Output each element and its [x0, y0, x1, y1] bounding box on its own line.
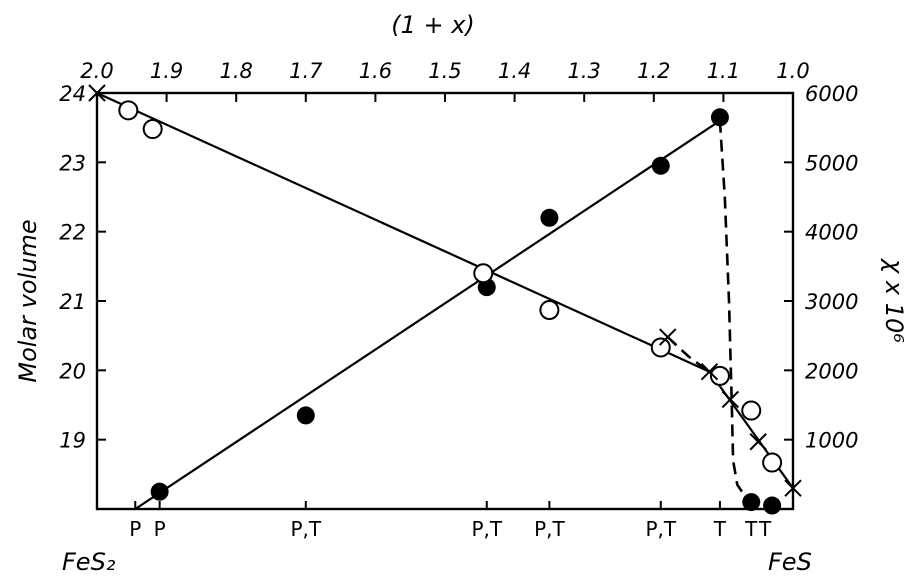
susceptibility-point — [651, 156, 670, 175]
right-tick-label: 3000 — [805, 290, 858, 314]
molar-volume-point — [650, 337, 671, 358]
molar-volume-point — [142, 119, 163, 140]
susceptibility-point — [710, 108, 729, 127]
fit-line — [96, 91, 710, 373]
cross-stroke — [784, 479, 802, 497]
top-tick-label: 2.0 — [80, 59, 113, 83]
cross-point — [659, 328, 677, 346]
lines-layer — [96, 91, 794, 510]
left-axis-title: Molar volume — [14, 219, 42, 382]
right-axis-title: χ x 10⁶ — [880, 257, 908, 343]
cross-stroke — [659, 328, 677, 346]
cross-stroke — [749, 433, 767, 451]
cross-point — [88, 84, 106, 102]
phase-label: P,T — [290, 517, 321, 541]
left-tick-label: 21 — [59, 290, 86, 314]
plot-frame — [95, 91, 795, 511]
top-axis-title: (1 + x) — [391, 11, 475, 39]
top-tick-label: 1.9 — [150, 59, 183, 83]
phase-label: P — [129, 517, 141, 541]
left-tick-label: 19 — [59, 429, 86, 453]
cross-point — [784, 479, 802, 497]
top-tick-label: 1.7 — [289, 59, 323, 83]
phase-label: T — [713, 517, 727, 541]
phase-label: T — [744, 517, 758, 541]
phase-label: P,T — [471, 517, 502, 541]
phase-label: P,T — [534, 517, 565, 541]
marks-layer — [88, 84, 802, 515]
right-tick-label: 5000 — [805, 151, 858, 175]
top-tick-label: 1.6 — [359, 59, 392, 83]
phase-label: P — [154, 517, 166, 541]
dashed-line — [718, 120, 753, 502]
fit-line — [134, 119, 721, 510]
cross-point — [721, 390, 740, 409]
cross-point — [700, 363, 719, 381]
right-tick-label: 6000 — [805, 82, 858, 106]
molar-volume-point — [118, 100, 139, 121]
left-tick-label: 24 — [59, 82, 86, 106]
top-tick-label: 1.0 — [776, 59, 809, 83]
right-tick-label: 4000 — [805, 221, 858, 245]
left-tick-label: 22 — [59, 221, 86, 245]
molar-volume-point — [741, 400, 762, 421]
end-label-left: FeS₂ — [62, 548, 116, 576]
phase-label: T — [758, 517, 772, 541]
phase-label: P,T — [645, 517, 676, 541]
right-tick-label: 1000 — [805, 429, 858, 453]
molar-volume-point — [473, 263, 494, 284]
cross-point — [749, 433, 767, 451]
susceptibility-point — [763, 496, 782, 515]
right-tick-label: 2000 — [805, 359, 858, 383]
susceptibility-point — [296, 406, 315, 425]
susceptibility-point — [540, 208, 559, 227]
cross-stroke — [700, 363, 719, 381]
ticks-layer: 2.0 1.9 1.8 1.7 1.6 1.5 1.4 1.3 1.2 1.1 1.0 24 23 22 2… — [59, 59, 858, 541]
top-tick-label: 1.2 — [637, 59, 670, 83]
top-tick-label: 1.3 — [567, 59, 600, 83]
molar-volume-point — [709, 365, 730, 386]
top-tick-label: 1.8 — [219, 59, 252, 83]
top-tick-label: 1.1 — [707, 59, 740, 83]
cross-stroke — [88, 84, 106, 102]
susceptibility-point — [742, 493, 761, 512]
fit-line — [708, 371, 794, 489]
top-tick-label: 1.4 — [498, 59, 531, 83]
cross-stroke — [721, 390, 740, 409]
end-label-right: FeS — [768, 548, 812, 576]
molar-volume-point — [762, 452, 783, 473]
left-tick-label: 20 — [59, 359, 86, 383]
molar-volume-point — [539, 300, 560, 321]
top-tick-label: 1.5 — [428, 59, 461, 83]
left-tick-label: 23 — [59, 151, 86, 175]
susceptibility-point — [150, 482, 169, 501]
